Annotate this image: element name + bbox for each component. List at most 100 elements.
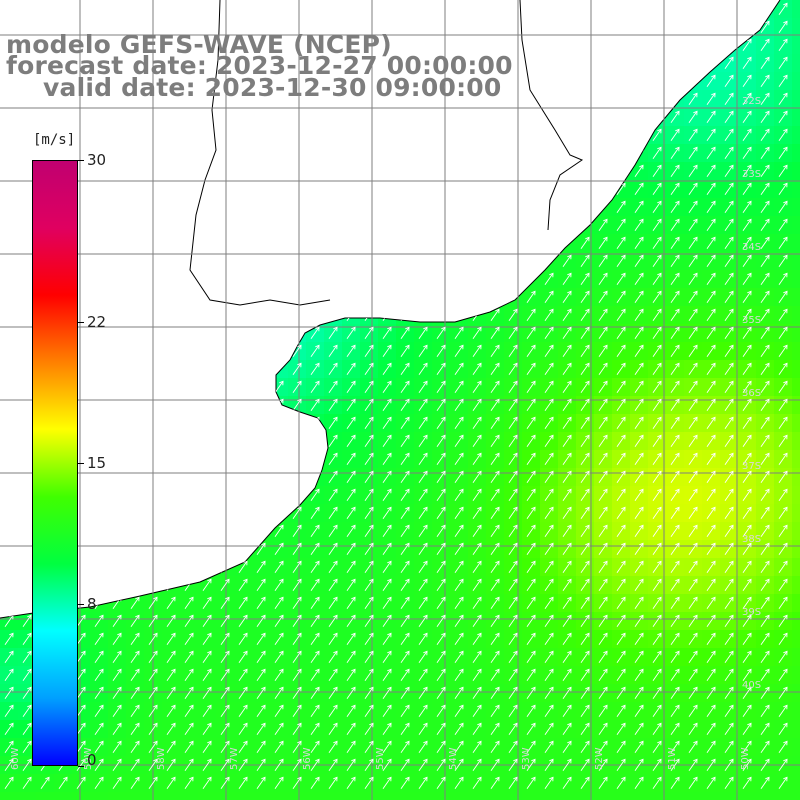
wind-arrow bbox=[382, 362, 392, 375]
wind-arrow bbox=[400, 704, 410, 717]
wind-arrow bbox=[346, 614, 356, 627]
wind-arrow bbox=[724, 254, 734, 267]
wind-arrow bbox=[130, 740, 140, 753]
wind-arrow bbox=[544, 488, 554, 501]
wind-arrow bbox=[346, 758, 356, 771]
wind-arrow bbox=[778, 308, 788, 321]
wind-arrow bbox=[418, 434, 428, 447]
wind-arrow bbox=[220, 740, 230, 753]
wind-arrow bbox=[544, 722, 554, 735]
wind-arrow bbox=[130, 650, 140, 663]
wind-arrow bbox=[544, 614, 554, 627]
wind-arrow bbox=[508, 524, 518, 537]
wind-arrow bbox=[256, 560, 266, 573]
wind-arrow bbox=[760, 488, 770, 501]
wind-arrow bbox=[4, 722, 14, 735]
wind-arrow bbox=[364, 380, 374, 393]
colorbar-tick-mark bbox=[78, 604, 84, 605]
wind-arrow bbox=[742, 722, 752, 735]
wind-arrow bbox=[706, 326, 716, 339]
wind-arrow bbox=[742, 200, 752, 213]
wind-arrow bbox=[724, 560, 734, 573]
wind-arrow bbox=[724, 722, 734, 735]
colorbar-tick-label: 8 bbox=[87, 595, 97, 613]
wind-arrow bbox=[310, 488, 320, 501]
wind-arrow bbox=[454, 344, 464, 357]
latitude-label: 35S bbox=[742, 315, 761, 326]
wind-arrow bbox=[148, 632, 158, 645]
wind-arrow bbox=[346, 452, 356, 465]
wind-arrow bbox=[526, 380, 536, 393]
wind-arrow bbox=[400, 596, 410, 609]
wind-arrow bbox=[292, 380, 302, 393]
wind-arrow bbox=[382, 596, 392, 609]
wind-arrow bbox=[544, 290, 554, 303]
wind-arrow bbox=[562, 614, 572, 627]
longitude-label: 57W bbox=[229, 747, 240, 770]
wind-arrow bbox=[490, 362, 500, 375]
wind-arrow bbox=[526, 434, 536, 447]
wind-arrow bbox=[238, 596, 248, 609]
wind-arrow bbox=[436, 452, 446, 465]
wind-arrow bbox=[544, 632, 554, 645]
wind-arrow bbox=[562, 434, 572, 447]
wind-arrow bbox=[166, 704, 176, 717]
wind-arrow bbox=[292, 614, 302, 627]
wind-arrow bbox=[580, 758, 590, 771]
wind-arrow bbox=[616, 668, 626, 681]
wind-arrow bbox=[580, 290, 590, 303]
wind-arrow bbox=[616, 524, 626, 537]
wind-arrow bbox=[706, 524, 716, 537]
wind-arrow bbox=[652, 254, 662, 267]
wind-arrow bbox=[580, 416, 590, 429]
wind-arrow bbox=[760, 290, 770, 303]
wind-arrow bbox=[544, 776, 554, 789]
wind-arrow bbox=[490, 758, 500, 771]
wind-arrow bbox=[544, 452, 554, 465]
wind-arrow bbox=[94, 668, 104, 681]
wind-arrow bbox=[418, 380, 428, 393]
wind-arrow bbox=[562, 542, 572, 555]
wind-arrow bbox=[184, 722, 194, 735]
longitude-label: 59W bbox=[83, 747, 94, 770]
wind-arrow bbox=[508, 614, 518, 627]
wind-arrow bbox=[364, 506, 374, 519]
wind-arrow bbox=[598, 614, 608, 627]
wind-arrow bbox=[364, 398, 374, 411]
wind-arrow bbox=[472, 542, 482, 555]
wind-arrow bbox=[454, 488, 464, 501]
wind-arrow bbox=[454, 416, 464, 429]
wind-arrow bbox=[688, 200, 698, 213]
wind-arrow bbox=[544, 398, 554, 411]
wind-arrow bbox=[778, 614, 788, 627]
wind-arrow bbox=[616, 434, 626, 447]
wind-arrow bbox=[472, 416, 482, 429]
latitude-label: 33S bbox=[742, 169, 761, 180]
wind-arrow bbox=[364, 614, 374, 627]
wind-arrow bbox=[724, 416, 734, 429]
wind-arrow bbox=[328, 470, 338, 483]
wind-arrow bbox=[364, 740, 374, 753]
wind-arrow bbox=[238, 668, 248, 681]
wind-arrow bbox=[346, 506, 356, 519]
latitude-label: 38S bbox=[742, 534, 761, 545]
wind-arrow bbox=[454, 686, 464, 699]
wind-arrow bbox=[436, 416, 446, 429]
wind-arrow bbox=[184, 704, 194, 717]
wind-arrow bbox=[202, 758, 212, 771]
wind-arrow bbox=[202, 776, 212, 789]
wind-arrow bbox=[274, 596, 284, 609]
wind-arrow bbox=[652, 686, 662, 699]
wind-arrow bbox=[328, 434, 338, 447]
colorbar-tick-mark bbox=[78, 766, 84, 767]
wind-arrow bbox=[652, 524, 662, 537]
wind-arrow bbox=[310, 344, 320, 357]
wind-arrow bbox=[598, 488, 608, 501]
wind-arrow bbox=[724, 182, 734, 195]
wind-arrow bbox=[724, 578, 734, 591]
wind-arrow bbox=[634, 740, 644, 753]
wind-arrow bbox=[310, 362, 320, 375]
wind-arrow bbox=[706, 416, 716, 429]
wind-arrow bbox=[706, 200, 716, 213]
wind-arrow bbox=[364, 524, 374, 537]
